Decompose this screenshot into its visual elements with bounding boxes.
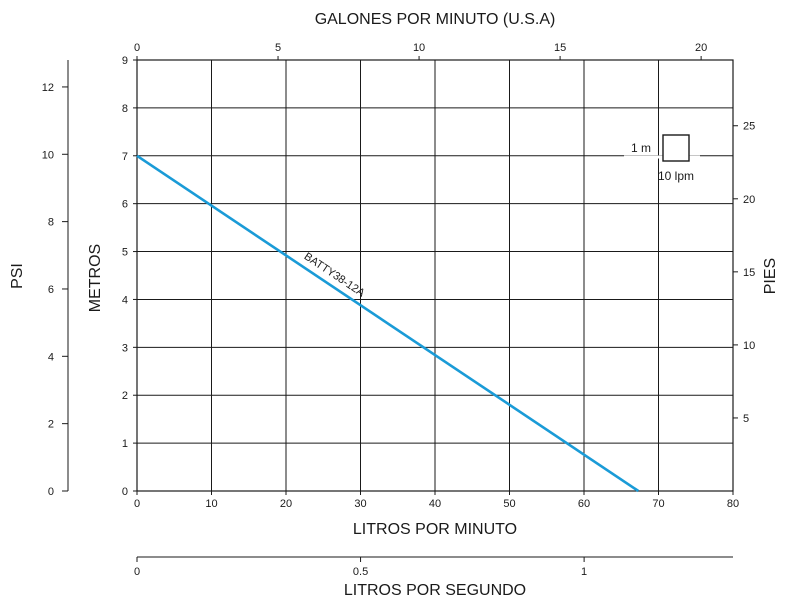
bottom-axis-tick-label: 50 [503, 498, 515, 510]
far-left-axis-tick-label: 2 [48, 419, 54, 431]
bottom-axis-tick-label: 20 [280, 498, 292, 510]
series-label: BATTY38-12A [302, 251, 367, 300]
right-axis-tick-label: 25 [743, 121, 755, 133]
top-axis-tick-label: 5 [275, 42, 281, 54]
bottom-axis-tick-label: 70 [652, 498, 664, 510]
left-axis-tick-label: 0 [122, 486, 128, 498]
second-bottom-axis-title: LITROS POR SEGUNDO [344, 582, 526, 599]
far-left-axis-tick-label: 6 [48, 284, 54, 296]
right-axis-tick-label: 10 [743, 340, 755, 352]
far-left-axis-tick-label: 12 [42, 82, 54, 94]
left-axis-tick-label: 3 [122, 342, 128, 354]
bottom-axis-title: LITROS POR MINUTO [353, 521, 517, 538]
far-left-axis-title: PSI [9, 263, 26, 289]
far-left-axis-tick-label: 4 [48, 351, 54, 363]
top-axis-title: GALONES POR MINUTO (U.S.A) [315, 11, 556, 28]
series-layer: BATTY38-12A [136, 154, 640, 493]
bottom-axis-tick-label: 30 [354, 498, 366, 510]
scale-legend: 1 m 10 lpm [624, 134, 700, 183]
left-axis-tick-label: 9 [122, 55, 128, 67]
grid-lines [137, 60, 733, 491]
right-axis-tick-label: 15 [743, 267, 755, 279]
scale-legend-box [662, 134, 690, 162]
left-axis-tick-label: 4 [122, 294, 128, 306]
second-bottom-axis-tick-label: 0.5 [353, 566, 368, 578]
left-axis-tick-label: 1 [122, 438, 128, 450]
bottom-axis-tick-label: 40 [429, 498, 441, 510]
right-axis-tick-label: 5 [743, 413, 749, 425]
axis-titles: GALONES POR MINUTO (U.S.A) LITROS POR MI… [9, 11, 779, 599]
top-axis-tick-label: 0 [134, 42, 140, 54]
right-axis-title: PIES [762, 258, 779, 294]
right-axis-tick-label: 20 [743, 194, 755, 206]
left-axis-tick-label: 6 [122, 199, 128, 211]
bottom-axis-tick-label: 10 [205, 498, 217, 510]
pump-curve-line [136, 154, 640, 493]
second-bottom-axis-tick-label: 0 [134, 566, 140, 578]
far-left-axis-tick-label: 10 [42, 149, 54, 161]
scale-legend-horizontal-label: 10 lpm [658, 169, 694, 183]
left-axis-tick-label: 2 [122, 390, 128, 402]
scale-legend-vertical-label: 1 m [631, 141, 651, 155]
top-axis-tick-label: 10 [413, 42, 425, 54]
bottom-axis-tick-label: 60 [578, 498, 590, 510]
second-bottom-axis-tick-label: 1 [581, 566, 587, 578]
top-axis-tick-label: 20 [695, 42, 707, 54]
top-axis-tick-label: 15 [554, 42, 566, 54]
left-axis-tick-label: 5 [122, 247, 128, 259]
bottom-axis-tick-label: 80 [727, 498, 739, 510]
left-axis-tick-label: 7 [122, 151, 128, 163]
axis-ticks: 0 10 20 30 40 50 60 70 800 5 10 15 20012345678902468… [42, 42, 756, 578]
far-left-axis-tick-label: 8 [48, 217, 54, 229]
left-axis-title: METROS [87, 244, 104, 312]
bottom-axis-tick-label: 0 [134, 498, 140, 510]
far-left-axis-tick-label: 0 [48, 486, 54, 498]
left-axis-tick-label: 8 [122, 103, 128, 115]
